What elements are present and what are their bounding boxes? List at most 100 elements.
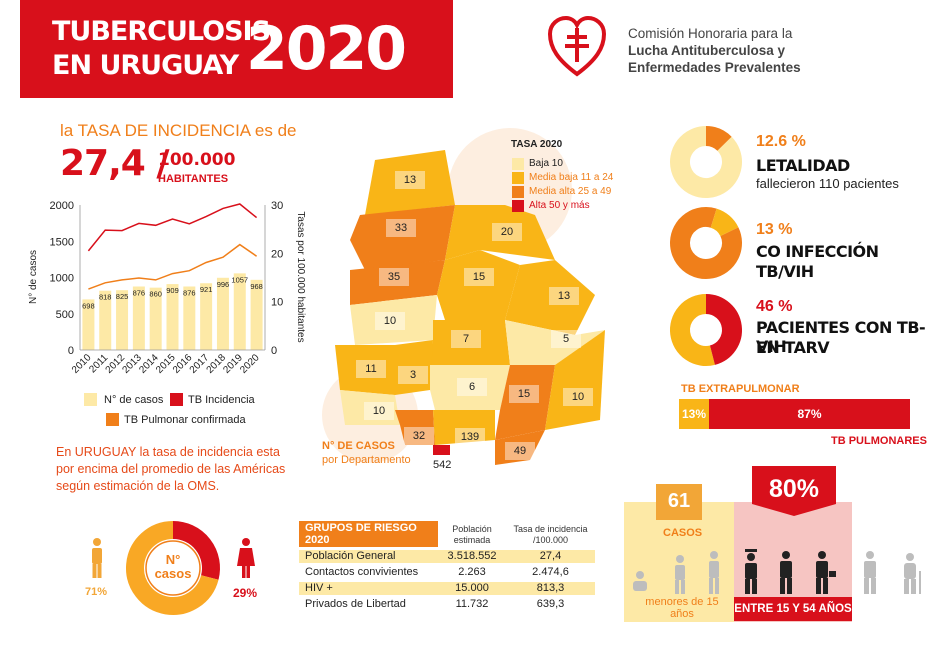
legend-cases: N° de casos bbox=[104, 394, 164, 406]
dept-rio-negro bbox=[350, 295, 437, 345]
bar-2014 bbox=[149, 287, 162, 350]
bar-2019 bbox=[233, 273, 246, 350]
americas-note: En URUGUAY la tasa de incidencia esta po… bbox=[56, 445, 286, 493]
map-legend-swatch-3 bbox=[512, 200, 524, 212]
dept-colonia bbox=[340, 390, 400, 425]
female-figure-icon bbox=[237, 538, 255, 578]
map-legend-label-1: Media baja 11 a 24 bbox=[529, 172, 614, 183]
incidence-title: la TASA DE INCIDENCIA es de bbox=[60, 121, 297, 140]
y-tick-1000: 1000 bbox=[50, 273, 74, 285]
x-tick-2020: 2020 bbox=[238, 352, 262, 376]
stat-donuts bbox=[670, 126, 742, 366]
y-right-tick-30: 30 bbox=[271, 200, 283, 212]
uruguay-map bbox=[322, 128, 605, 465]
org-line-2: Lucha Antituberculosa y bbox=[628, 43, 786, 58]
coinf-title-1: CO INFECCIÓN bbox=[756, 242, 879, 261]
map-value-treinta-y-tres: 5 bbox=[551, 330, 581, 348]
casos-label: CASOS bbox=[663, 527, 703, 539]
risk-col-rate: Tasa de incidencia /100.000 bbox=[513, 524, 588, 545]
map-value-flores: 3 bbox=[398, 366, 428, 384]
extrapulmonar-label: TB EXTRAPULMONAR bbox=[681, 383, 800, 395]
dept-rivera bbox=[445, 205, 555, 260]
adults-label: ENTRE 15 Y 54 AÑOS bbox=[734, 597, 852, 621]
map-value-tacuarembo: 15 bbox=[464, 268, 494, 286]
table-row: Privados de Libertad 11.732 639,3 bbox=[299, 598, 595, 611]
dept-artigas bbox=[365, 150, 455, 215]
bar-2010 bbox=[82, 299, 95, 350]
map-value-rocha: 10 bbox=[563, 388, 593, 406]
legend-swatch-pulmonary bbox=[106, 413, 119, 426]
y-right-tick-0: 0 bbox=[271, 345, 277, 357]
y-right-tick-10: 10 bbox=[271, 297, 283, 309]
map-value-florida: 6 bbox=[457, 378, 487, 396]
title-line-2: EN URUGUAY bbox=[52, 50, 239, 81]
map-value-san-jose: 32 bbox=[404, 427, 434, 445]
bar-2017 bbox=[200, 283, 213, 350]
bar-2015 bbox=[166, 284, 179, 350]
legend-swatch-cases bbox=[84, 393, 97, 406]
bar-label-2020: 968 bbox=[250, 282, 263, 291]
map-legend-title: TASA 2020 bbox=[511, 139, 563, 150]
table-row: Contactos convivientes 2.263 2.474,6 bbox=[299, 566, 595, 579]
dept-florida bbox=[430, 365, 510, 410]
tarv-donut-rest bbox=[670, 294, 715, 366]
legend-pulmonary: TB Pulmonar confirmada bbox=[124, 414, 246, 426]
bar-2018 bbox=[216, 277, 229, 350]
bar-2013 bbox=[132, 286, 145, 350]
map-legend-swatch-0 bbox=[512, 158, 524, 170]
male-pct: 71% bbox=[85, 586, 108, 598]
org-line-1: Comisión Honoraria para la bbox=[628, 26, 793, 41]
letalidad-sub: fallecieron 110 pacientes bbox=[756, 176, 899, 191]
map-value-soriano: 11 bbox=[356, 360, 386, 378]
map-value-canelones: 139 bbox=[455, 428, 485, 446]
tarv-title-2: EN TARV bbox=[756, 338, 830, 357]
map-legend-swatch-1 bbox=[512, 172, 524, 184]
incidence-line bbox=[87, 203, 258, 252]
dept-treinta-y-tres bbox=[505, 320, 605, 365]
map-legend-label-0: Baja 10 bbox=[529, 158, 563, 169]
bar-label-2019: 1057 bbox=[231, 275, 248, 284]
incidence-per: 100.000 bbox=[158, 150, 236, 170]
dept-rocha bbox=[545, 330, 605, 430]
map-value-lavalleja: 15 bbox=[509, 385, 539, 403]
map-legend-label-2: Media alta 25 a 49 bbox=[529, 186, 612, 197]
table-row: Población General 3.518.552 27,4 bbox=[299, 550, 595, 563]
bar-label-2013: 876 bbox=[133, 288, 146, 297]
graduate-icon bbox=[745, 549, 757, 594]
y-tick-0: 0 bbox=[68, 345, 74, 357]
bar-2012 bbox=[116, 290, 129, 350]
adult-pct-badge: 80% bbox=[768, 475, 820, 503]
walking-adult-icon bbox=[780, 551, 792, 594]
letalidad-title: LETALIDAD bbox=[756, 156, 850, 175]
map-value-colonia: 10 bbox=[364, 402, 394, 420]
risk-col-population: Población estimada bbox=[452, 524, 492, 545]
y-axis-label: N° de casos bbox=[28, 250, 39, 304]
dept-salto bbox=[350, 205, 455, 270]
legend-swatch-incidence bbox=[170, 393, 183, 406]
female-pct: 29% bbox=[233, 586, 258, 600]
title-year: 2020 bbox=[246, 14, 407, 84]
dept-flores bbox=[395, 340, 433, 395]
adult-pct-ribbon-icon bbox=[752, 466, 836, 516]
letalidad-donut-value bbox=[705, 126, 732, 152]
bar-label-2015: 909 bbox=[166, 286, 179, 295]
incidence-value: 27,4 / bbox=[60, 143, 170, 184]
minors-count-badge: 61 bbox=[656, 484, 702, 520]
minors-label: menores de 15 años bbox=[645, 596, 719, 620]
age-figures bbox=[633, 549, 921, 594]
letalidad-donut-rest bbox=[670, 126, 742, 198]
map-value-paysando: 35 bbox=[379, 268, 409, 286]
dept-tacuarembo bbox=[437, 250, 520, 320]
y-axis-right-label: Tasas por 100.000 habitantes bbox=[295, 211, 306, 342]
letalidad-pct: 12.6 % bbox=[756, 133, 806, 150]
map-value-artigas: 13 bbox=[395, 171, 425, 189]
businessman-icon bbox=[816, 551, 836, 594]
dept-lavalleja bbox=[495, 365, 555, 440]
tarv-title-1: PACIENTES CON TB-VIH bbox=[756, 318, 926, 356]
child-icon bbox=[675, 555, 685, 594]
table-row: HIV +15.000 813,3 bbox=[299, 582, 595, 595]
map-legend-label-3: Alta 50 y más bbox=[529, 200, 590, 211]
elderly-icon bbox=[904, 553, 921, 594]
coinf-donut-value bbox=[709, 208, 739, 237]
